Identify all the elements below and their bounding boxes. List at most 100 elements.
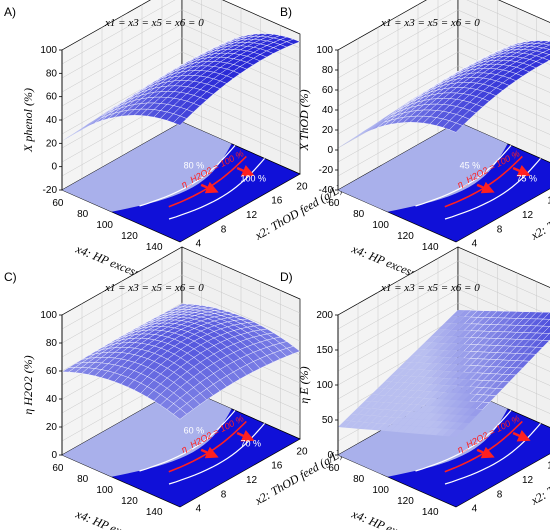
surface-patch bbox=[81, 119, 95, 129]
surface-patch bbox=[88, 117, 102, 126]
surface-patch bbox=[437, 371, 451, 379]
z-tick-label: 60 bbox=[46, 92, 58, 103]
surface-patch bbox=[397, 389, 411, 397]
surface-patch bbox=[384, 410, 398, 418]
surface-patch bbox=[390, 424, 404, 432]
surface-patch bbox=[357, 422, 371, 430]
surface-patch bbox=[444, 343, 458, 351]
surface-patch bbox=[430, 377, 444, 385]
contour-line bbox=[139, 145, 236, 207]
surface-patch bbox=[357, 126, 371, 136]
surface-patch bbox=[370, 119, 385, 128]
surface-patch bbox=[436, 392, 451, 400]
optimum-arrow bbox=[512, 430, 531, 442]
x-tick-label: 60 bbox=[328, 463, 340, 474]
y-tick-label: 12 bbox=[522, 475, 534, 486]
surface-patch bbox=[444, 323, 458, 330]
surface-patch bbox=[430, 384, 444, 392]
x-tick-label: 140 bbox=[146, 242, 163, 253]
surface-patch bbox=[457, 323, 471, 331]
contour-label: 45 % bbox=[460, 161, 481, 171]
z-tick-label: -40 bbox=[319, 185, 334, 196]
z-axis-label: X ThOD (%) bbox=[297, 89, 311, 151]
z-tick-label: 100 bbox=[316, 380, 333, 391]
surface-patch bbox=[424, 363, 438, 371]
x-tick-label: 120 bbox=[121, 231, 138, 242]
surface-patch bbox=[411, 369, 425, 377]
surface-patch bbox=[424, 370, 438, 378]
x-tick-label: 140 bbox=[422, 242, 439, 253]
surface-patch bbox=[443, 407, 457, 415]
surface-patch bbox=[449, 122, 464, 133]
surface-patch bbox=[450, 371, 464, 379]
surface-patch bbox=[450, 393, 464, 401]
surface-patch bbox=[436, 399, 450, 407]
y-tick-label: 8 bbox=[221, 489, 227, 500]
surface-patch bbox=[384, 375, 398, 382]
surface-patch bbox=[423, 391, 437, 399]
axes: 0 20 40 60 80 100 60 80 100 120 140 4 8 12 16 20 bbox=[40, 310, 308, 518]
surface-patch bbox=[397, 375, 411, 383]
y-tick-label: 16 bbox=[547, 196, 550, 207]
contour-label: 70 % bbox=[240, 439, 261, 449]
surface-patch bbox=[397, 425, 411, 433]
surface-patch bbox=[462, 408, 477, 416]
response-surface bbox=[338, 40, 550, 148]
surface-patch bbox=[410, 383, 424, 391]
surface-patch bbox=[456, 422, 470, 431]
surface-patch bbox=[377, 117, 391, 125]
surface-patch bbox=[94, 112, 109, 121]
contour-label: 80 % bbox=[184, 161, 205, 171]
surface-patch bbox=[463, 386, 477, 394]
y-tick-label: 20 bbox=[296, 181, 308, 192]
surface-patch bbox=[437, 364, 451, 371]
surface-patch bbox=[417, 369, 431, 377]
surface-patch bbox=[449, 429, 463, 437]
surface-patch bbox=[430, 399, 444, 407]
x-tick-label: 100 bbox=[372, 220, 389, 231]
surface-patch bbox=[457, 330, 471, 338]
surface-patch bbox=[397, 403, 411, 411]
response-surface bbox=[61, 303, 301, 420]
contour-line bbox=[139, 410, 236, 472]
surface-patch bbox=[417, 405, 431, 413]
surface-patch bbox=[450, 364, 464, 372]
surface-patch bbox=[371, 394, 385, 402]
surface-patch bbox=[417, 376, 431, 384]
y-tick-label: 4 bbox=[196, 504, 202, 515]
surface-patch bbox=[411, 355, 425, 363]
surface-patch bbox=[384, 417, 398, 425]
surface-patch bbox=[451, 330, 465, 337]
optimum-arrow bbox=[236, 430, 255, 442]
contour-line bbox=[415, 410, 512, 472]
surface-patch bbox=[371, 401, 385, 409]
surface-patch bbox=[403, 411, 417, 419]
response-surface bbox=[338, 310, 550, 437]
chart-panel-c: 70 %60 %η_H2O2 = 100 %020406080100608010… bbox=[4, 246, 345, 530]
surface-patch bbox=[430, 363, 444, 371]
z-tick-label: 0 bbox=[327, 145, 333, 156]
surface-patch bbox=[457, 351, 471, 358]
surface-patch bbox=[450, 343, 464, 351]
surface-patch bbox=[377, 416, 391, 424]
panel-label: A) bbox=[4, 5, 16, 19]
panel-title: x1 = x3 = x5 = x6 = 0 bbox=[104, 282, 204, 294]
surface-patch bbox=[456, 379, 470, 387]
surface-patch bbox=[463, 394, 477, 402]
x-tick-label: 120 bbox=[397, 231, 414, 242]
z-tick-label: 20 bbox=[322, 125, 334, 136]
surface-patch bbox=[410, 397, 424, 405]
surface-patch bbox=[173, 115, 188, 126]
surface-patch bbox=[364, 394, 378, 402]
surface-patch bbox=[95, 111, 109, 120]
surface-patch bbox=[417, 349, 432, 357]
surface-patch bbox=[410, 419, 424, 427]
surface-patch bbox=[450, 350, 464, 358]
surface-patch bbox=[397, 382, 411, 390]
surface-patch bbox=[370, 423, 384, 431]
surface-patch bbox=[424, 336, 438, 343]
surface-patch bbox=[417, 398, 431, 406]
surface-patch bbox=[451, 323, 465, 331]
surface-patch bbox=[411, 349, 425, 356]
surface-patch bbox=[424, 349, 438, 357]
